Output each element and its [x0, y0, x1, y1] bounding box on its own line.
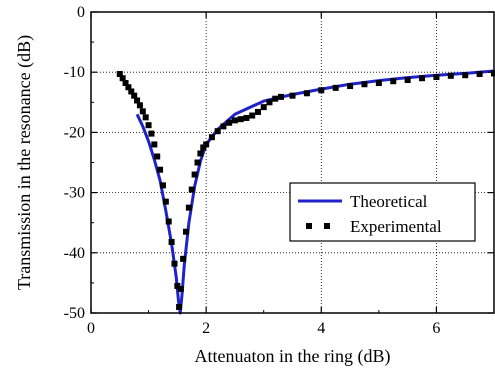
x-tick-label: 4 — [317, 320, 325, 337]
experimental-point — [194, 159, 201, 166]
experimental-point — [260, 104, 267, 111]
experimental-point — [165, 218, 172, 225]
experimental-point — [404, 77, 411, 84]
experimental-point — [134, 97, 141, 104]
experimental-point — [174, 282, 181, 289]
experimental-point — [266, 99, 273, 106]
experimental-point — [277, 93, 284, 100]
experimental-point — [332, 84, 339, 91]
y-tick-label: -50 — [64, 305, 85, 322]
experimental-point — [318, 87, 325, 94]
y-axis-title: Transmission in the resonance (dB) — [14, 35, 35, 290]
experimental-point — [177, 285, 184, 292]
experimental-point — [157, 166, 164, 173]
grid — [91, 12, 494, 313]
experimental-point — [185, 204, 192, 211]
experimental-point — [462, 72, 469, 79]
experimental-point — [171, 260, 178, 267]
experimental-point — [125, 84, 132, 91]
experimental-point — [303, 90, 310, 97]
y-tick-label: -20 — [64, 124, 85, 141]
experimental-point — [188, 186, 195, 193]
legend-label: Experimental — [350, 217, 442, 236]
experimental-point — [168, 238, 175, 245]
series-layer — [116, 69, 495, 315]
plot-frame — [90, 11, 495, 314]
experimental-point — [208, 134, 215, 141]
experimental-point — [272, 95, 279, 102]
experimental-point — [347, 83, 354, 90]
legend-label: Theoretical — [350, 192, 428, 211]
experimental-point — [243, 114, 250, 121]
experimental-point — [176, 303, 183, 310]
experimental-point — [491, 70, 495, 77]
legend-swatch-experimental — [324, 223, 330, 229]
legend: Theoretical Experimental — [289, 182, 476, 242]
ticks: 0 2 4 6 0 -10 -20 -30 -40 -50 — [64, 4, 494, 337]
experimental-point — [162, 198, 169, 205]
legend-box — [289, 182, 476, 242]
y-tick-label: -30 — [64, 185, 85, 202]
experimental-point — [476, 71, 483, 78]
experimental-point — [131, 92, 138, 99]
experimental-point — [148, 130, 155, 137]
experimental-point — [214, 128, 221, 135]
experimental-point — [375, 80, 382, 87]
y-tick-label: -10 — [64, 64, 85, 81]
experimental-point — [159, 182, 166, 189]
experimental-point — [142, 114, 149, 121]
experimental-point — [116, 71, 123, 78]
experimental-point — [203, 141, 210, 148]
experimental-point — [180, 255, 187, 262]
experimental-point — [119, 75, 126, 82]
experimental-point — [145, 122, 152, 129]
experimental-point — [419, 75, 426, 82]
experimental-point — [249, 112, 256, 119]
experimental-point — [128, 88, 135, 95]
experimental-point — [136, 102, 143, 109]
experimental-point — [447, 72, 454, 79]
experimental-point — [122, 80, 129, 87]
y-tick-label: -40 — [64, 245, 85, 262]
experimental-point — [200, 144, 207, 151]
experimental-point — [361, 81, 368, 88]
experimental-point — [231, 117, 238, 124]
experimental-point — [154, 153, 161, 160]
experimental-point — [191, 171, 198, 178]
experimental-point — [151, 141, 158, 148]
x-axis-title: Attenuaton in the ring (dB) — [195, 346, 391, 367]
experimental-point — [226, 119, 233, 126]
experimental-point — [182, 228, 189, 235]
legend-swatch-experimental — [306, 223, 312, 229]
x-tick-label: 2 — [202, 320, 210, 337]
experimental-point — [289, 92, 296, 99]
x-tick-label: 0 — [87, 320, 95, 337]
experimental-point — [197, 150, 204, 157]
experimental-point — [237, 116, 244, 123]
experimental-point — [254, 108, 261, 115]
experimental-point — [433, 74, 440, 81]
x-tick-label: 6 — [432, 320, 440, 337]
experimental-point — [139, 108, 146, 115]
experimental-point — [390, 78, 397, 85]
experimental-point — [220, 123, 227, 130]
y-tick-label: 0 — [77, 4, 85, 21]
